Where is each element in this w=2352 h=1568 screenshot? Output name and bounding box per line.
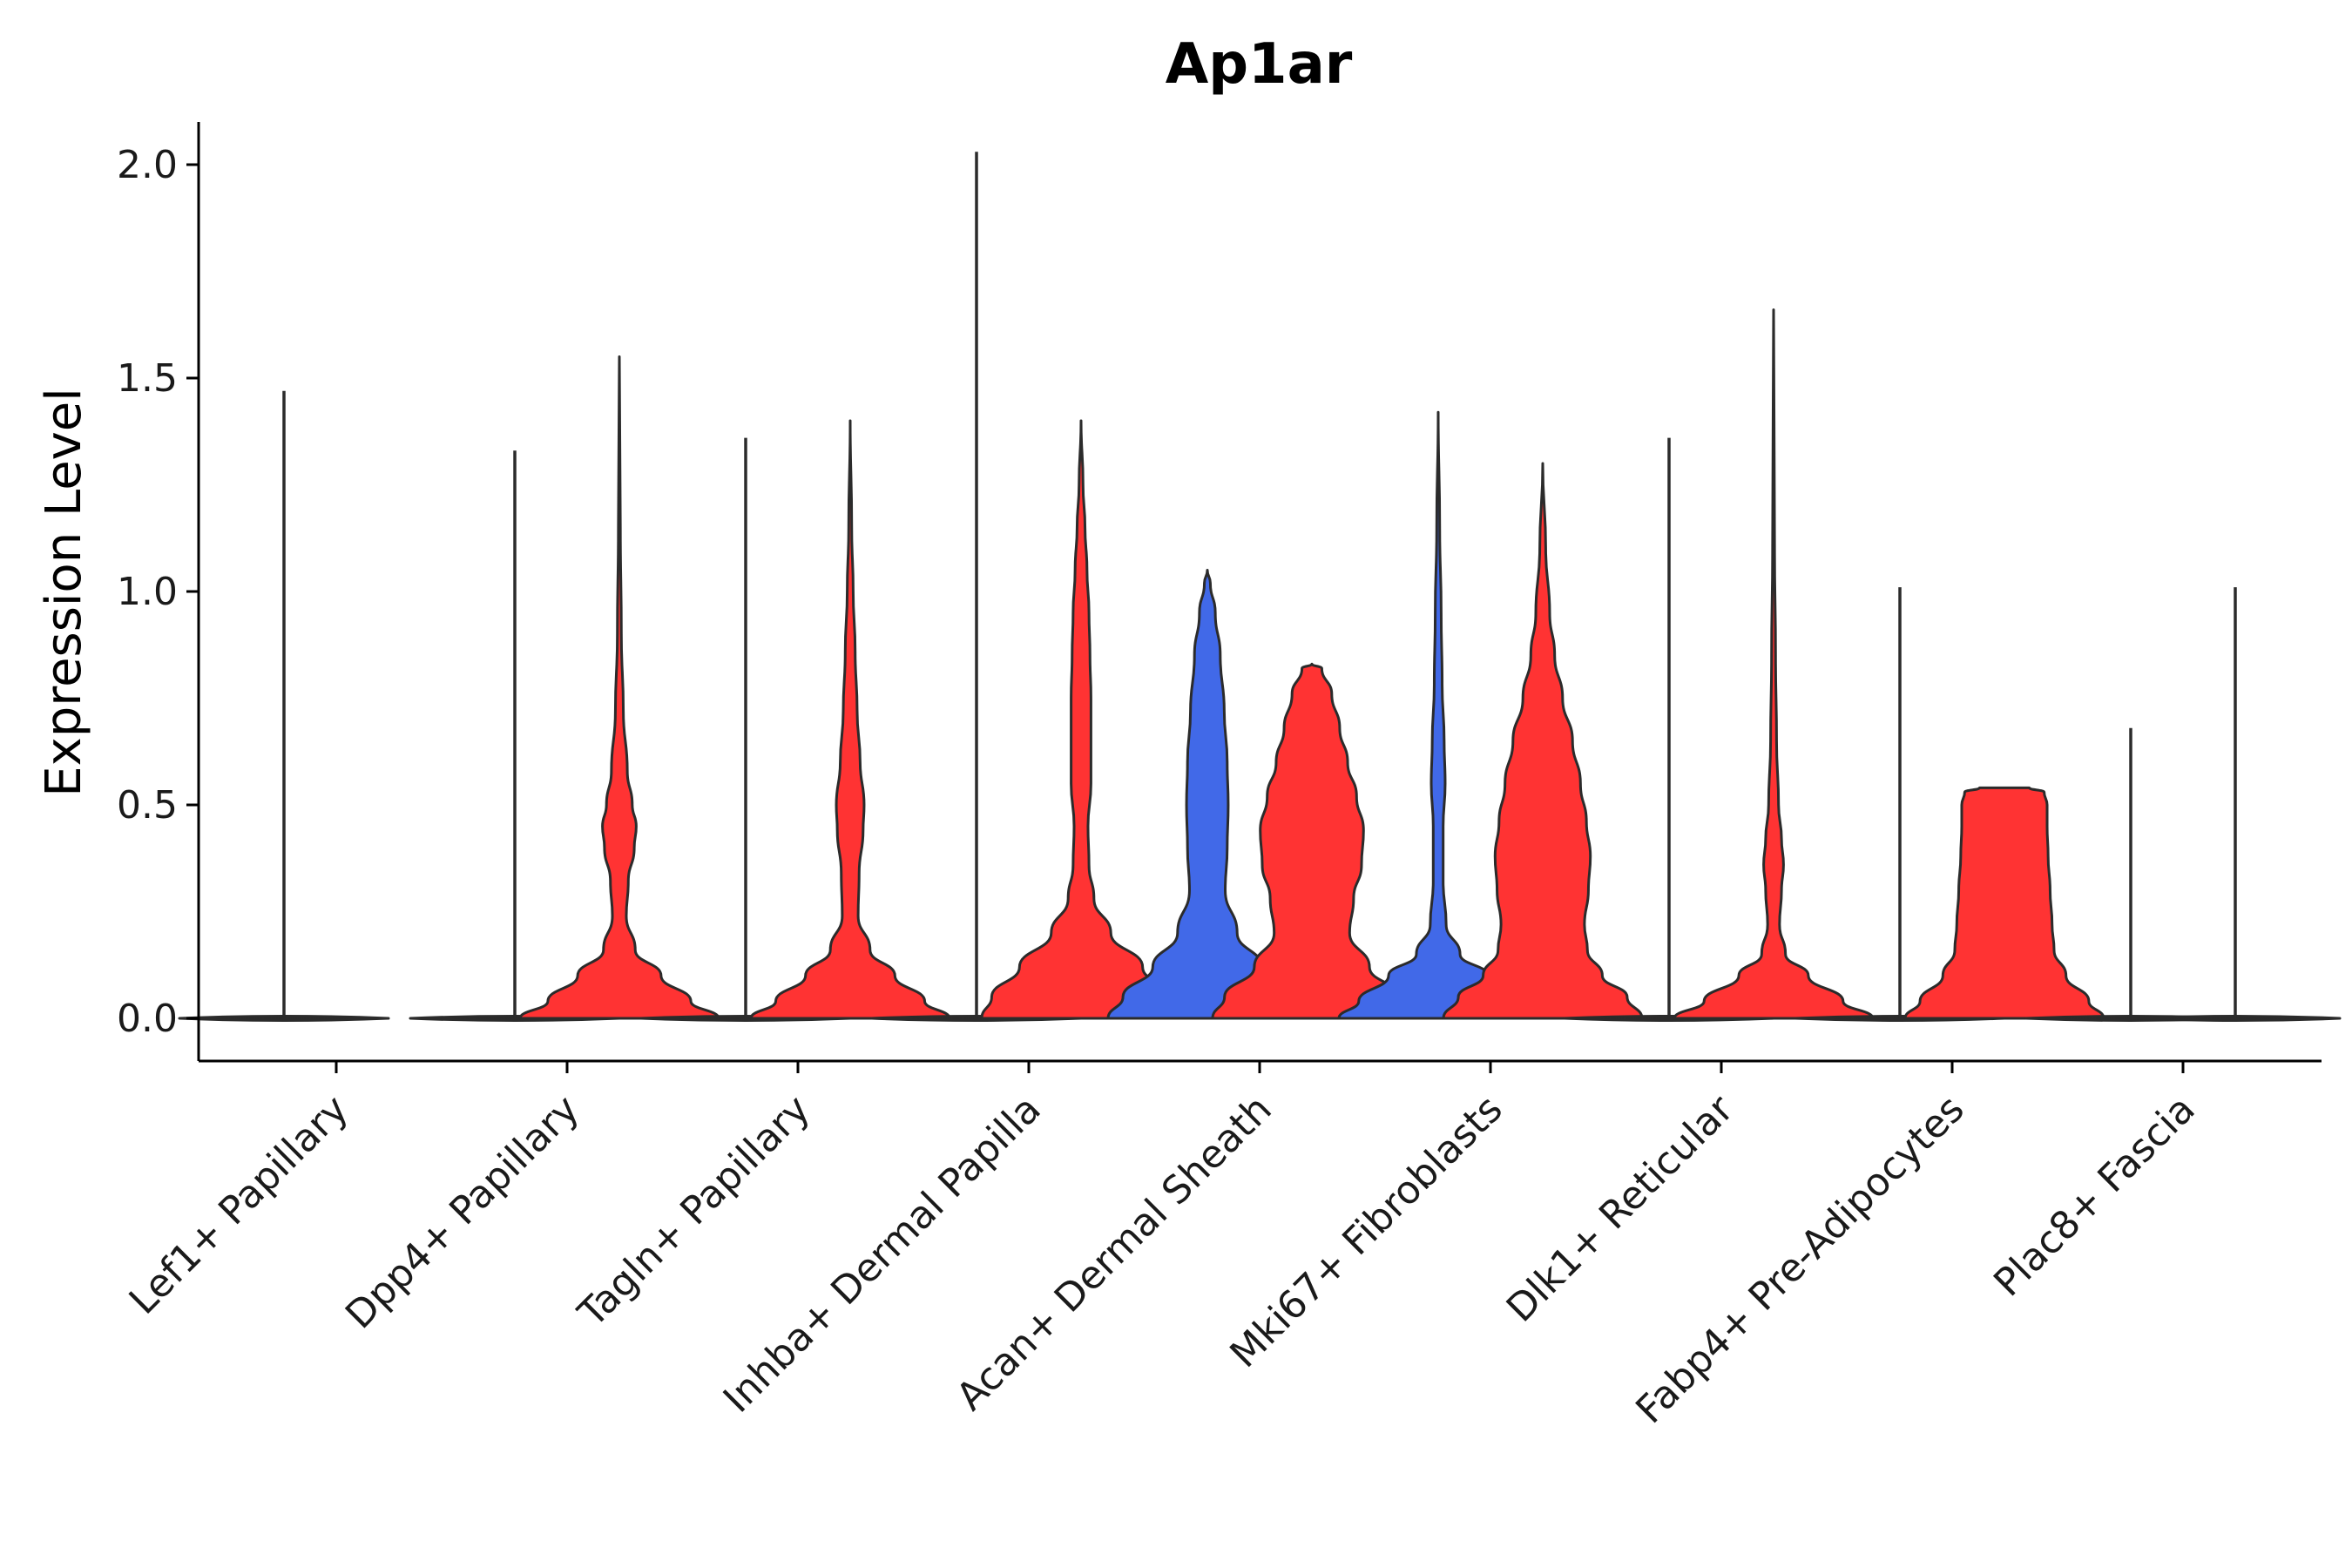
- cat4-group2-violin: [1211, 662, 1413, 1020]
- cat3-group2-violin: [980, 419, 1182, 1020]
- y-tick-label: 0.5: [117, 783, 178, 828]
- x-tick-label: Tagln+ Papillary: [570, 1087, 819, 1336]
- x-tick-label: Lef1+ Papillary: [121, 1087, 357, 1323]
- chart-title: Ap1ar: [1166, 32, 1353, 97]
- y-tick-label: 0.0: [117, 997, 178, 1041]
- cat4-group1-violin: [1106, 569, 1308, 1020]
- cat2-group2-violin: [749, 419, 951, 1020]
- cat5-group1-violin: [1337, 410, 1539, 1020]
- y-tick-label: 1.0: [117, 570, 178, 614]
- cat7-group2-violin: [1903, 786, 2105, 1020]
- y-axis-label: Expression Level: [36, 388, 92, 797]
- x-tick-label: Dpp4+ Papillary: [337, 1087, 588, 1338]
- cat1-group2-violin: [518, 355, 720, 1020]
- y-tick-label: 1.5: [117, 356, 178, 401]
- cat5-group2-violin: [1442, 462, 1644, 1020]
- x-tick-label: Plac8+ Fascia: [1985, 1087, 2204, 1306]
- violins-layer: [178, 152, 2342, 1022]
- x-tick-label: Dlk1+ Reticular: [1498, 1086, 1743, 1331]
- cat6-group2-violin: [1673, 308, 1875, 1020]
- y-tick-label: 2.0: [117, 143, 178, 187]
